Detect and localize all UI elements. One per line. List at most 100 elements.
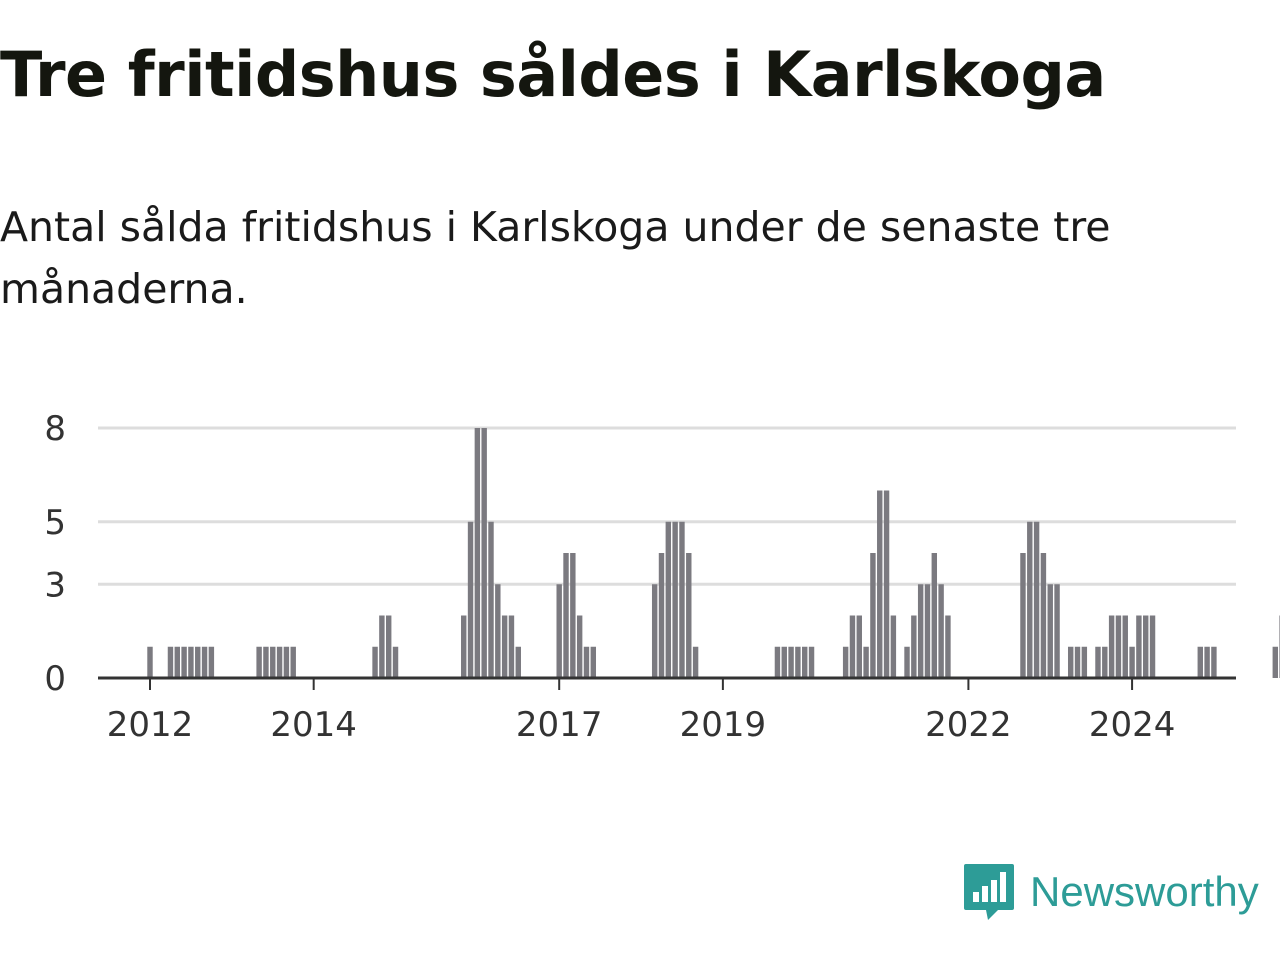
bar (842, 646, 849, 678)
bar (890, 615, 897, 678)
bar (467, 521, 474, 678)
bar (1211, 646, 1217, 678)
bar (877, 490, 883, 678)
bar (945, 615, 951, 678)
bar-chart: 0 3 5 8 2012 2014 2017 2019 2022 2024 3 (44, 409, 1280, 745)
bar (931, 553, 938, 678)
newsworthy-logo-icon (964, 864, 1014, 920)
bar (1108, 615, 1115, 678)
bar (1204, 646, 1210, 678)
bar (1129, 646, 1135, 678)
bar (849, 615, 856, 678)
bar (372, 646, 378, 678)
y-tick-label: 8 (44, 409, 66, 449)
bar (788, 646, 794, 678)
bar (883, 490, 890, 678)
bar (1067, 646, 1074, 678)
y-tick-label: 5 (44, 503, 66, 543)
bar (263, 646, 269, 678)
chart-title: Tre fritidshus såldes i Karlskoga (0, 38, 1106, 111)
x-tick-label: 2014 (270, 705, 357, 745)
bar (1027, 521, 1033, 678)
bar (651, 584, 658, 678)
bar (590, 646, 597, 678)
bar (1136, 615, 1142, 678)
bar (692, 646, 699, 678)
bar (1197, 646, 1203, 678)
bar (181, 646, 187, 678)
bar (863, 646, 869, 678)
y-axis-ticks: 0 3 5 8 (44, 409, 66, 699)
bar (1047, 584, 1053, 678)
bar (385, 615, 392, 678)
bar (481, 428, 487, 678)
bar (802, 646, 808, 678)
bar (501, 615, 508, 678)
bar (1081, 646, 1088, 678)
bar (379, 615, 385, 678)
bar (576, 615, 583, 678)
bar (515, 646, 521, 678)
bar (495, 584, 501, 678)
bar (1115, 615, 1122, 678)
bar (679, 521, 685, 678)
bar (276, 646, 283, 678)
bar (188, 646, 194, 678)
chart-subtitle: Antal sålda fritidshus i Karlskoga under… (0, 203, 1111, 313)
x-tick-label: 2012 (107, 705, 194, 745)
bar (808, 646, 815, 678)
x-tick-label: 2017 (516, 705, 603, 745)
bar (208, 646, 215, 678)
bar (658, 553, 665, 678)
bar (570, 553, 576, 678)
bar (686, 553, 692, 678)
bar (938, 584, 944, 678)
bar (563, 553, 569, 678)
bar (290, 646, 296, 678)
bar (508, 615, 515, 678)
bar (1040, 553, 1047, 678)
bar (1272, 646, 1279, 678)
bar (795, 646, 801, 678)
bar (1143, 615, 1149, 678)
x-tick-label: 2019 (680, 705, 767, 745)
bar (556, 584, 562, 678)
bar (283, 646, 290, 678)
bar (917, 584, 924, 678)
bar (1102, 646, 1108, 678)
bar (781, 646, 787, 678)
bar (147, 646, 153, 678)
bar (870, 553, 876, 678)
bar (665, 521, 672, 678)
bars (147, 428, 1280, 678)
bar (474, 428, 481, 678)
brand-name: Newsworthy (1030, 868, 1259, 915)
bar (256, 646, 262, 678)
bar (774, 646, 781, 678)
y-tick-label: 3 (44, 565, 66, 605)
bar (195, 646, 201, 678)
bar (583, 646, 590, 678)
bar (924, 584, 931, 678)
newsworthy-logo: Newsworthy (962, 862, 1259, 922)
bar (1054, 584, 1060, 678)
x-tick-label: 2024 (1089, 705, 1176, 745)
bar (392, 646, 399, 678)
x-tick-label: 2022 (925, 705, 1012, 745)
bar (167, 646, 174, 678)
bar (270, 646, 276, 678)
bar (672, 521, 678, 678)
bar (1095, 646, 1101, 678)
bar (911, 615, 917, 678)
bar (904, 646, 910, 678)
bar (1074, 646, 1081, 678)
bar (201, 646, 208, 678)
x-axis-ticks: 2012 2014 2017 2019 2022 2024 (107, 678, 1176, 745)
bar (461, 615, 467, 678)
bar (174, 646, 180, 678)
bar (856, 615, 862, 678)
y-tick-label: 0 (44, 659, 66, 699)
bar (1033, 521, 1040, 678)
bar (488, 521, 494, 678)
bar (1149, 615, 1156, 678)
